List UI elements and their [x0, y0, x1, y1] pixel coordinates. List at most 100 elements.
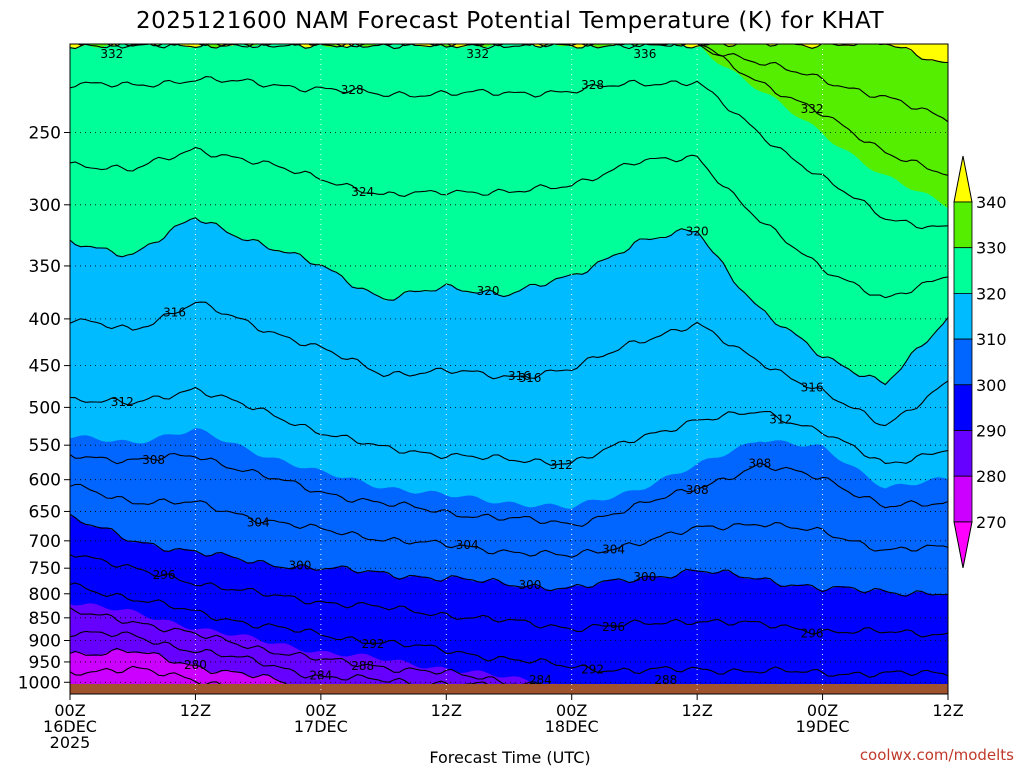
y-tick-label: 1000 — [18, 673, 61, 693]
y-tick-label: 650 — [29, 502, 61, 522]
colorbar-top-arrow — [953, 155, 973, 203]
contour-label: 308 — [142, 453, 165, 467]
contour-label: 308 — [686, 483, 709, 497]
colorbar-label: 280 — [976, 467, 1007, 486]
colorbar-label: 290 — [976, 422, 1007, 441]
contour-label: 320 — [477, 284, 500, 298]
colorbar-label: 310 — [976, 330, 1007, 349]
x-tick-label: 18DEC — [545, 717, 599, 736]
y-tick-label: 850 — [29, 609, 61, 629]
contour-label: 296 — [602, 620, 625, 634]
x-tick-label: 00Z — [807, 701, 838, 720]
color-fill-layer — [70, 44, 948, 694]
colorbar-swatch — [953, 430, 973, 477]
contour-label: 300 — [518, 578, 541, 592]
x-tick-label: 00Z — [305, 701, 336, 720]
contour-label: 316 — [508, 369, 531, 383]
plot-frame — [69, 43, 949, 695]
contour-label: 312 — [111, 395, 134, 409]
contour-label: 296 — [153, 568, 176, 582]
contour-292 — [70, 582, 948, 678]
grid-lines — [70, 44, 948, 694]
x-tick-label: 17DEC — [294, 717, 348, 736]
credit-link[interactable]: coolwx.com/modelts — [860, 746, 1014, 764]
y-tick-label: 550 — [29, 436, 61, 456]
contour-320 — [70, 217, 948, 386]
y-tick-label: 300 — [29, 196, 61, 216]
contour-label: 284 — [309, 669, 332, 683]
y-tick-label: 700 — [29, 532, 61, 552]
contour-label: 328 — [581, 78, 604, 92]
contour-label: 312 — [550, 458, 573, 472]
colorbar-swatch — [953, 475, 973, 523]
y-tick-label: 750 — [29, 559, 61, 579]
colorbar-label: 300 — [976, 376, 1007, 395]
contour-label: 288 — [654, 673, 677, 687]
y-tick-label: 600 — [29, 471, 61, 491]
contour-label: 320 — [686, 225, 709, 239]
band-above-330 — [70, 44, 948, 209]
contour-336 — [70, 44, 948, 123]
contour-328 — [70, 76, 948, 230]
colorbar-swatch — [953, 338, 973, 386]
contour-324 — [70, 146, 948, 299]
contour-label: 316 — [163, 306, 186, 320]
contour-332 — [76, 44, 948, 176]
contour-label: 332 — [466, 47, 489, 61]
y-tick-label: 950 — [29, 653, 61, 673]
contour-label: 328 — [341, 83, 364, 97]
colorbar: 340 330 320 310 300 290 280 270 — [953, 155, 1007, 568]
colorbar-swatch — [953, 384, 973, 431]
contour-label: 324 — [351, 185, 374, 199]
contour-308 — [70, 452, 948, 527]
colorbar-label: 340 — [976, 193, 1007, 212]
contour-label: 304 — [602, 542, 625, 556]
chart-title: 2025121600 NAM Forecast Potential Temper… — [136, 8, 885, 34]
x-tick-label: 12Z — [681, 701, 712, 720]
x-tick-label: 00Z — [54, 701, 85, 720]
contour-label: 308 — [748, 457, 771, 471]
band-above-320 — [70, 44, 948, 384]
contour-label: 316 — [801, 381, 824, 395]
x-tick-label: 2025 — [50, 733, 91, 752]
contour-label: 280 — [184, 658, 207, 672]
contour-label: 300 — [288, 559, 311, 573]
x-tick-label: 00Z — [556, 701, 587, 720]
x-tick-label: 16DEC — [43, 717, 97, 736]
y-tick-label: 500 — [29, 398, 61, 418]
y-tick-label: 250 — [29, 123, 61, 143]
colorbar-swatch — [953, 201, 973, 249]
colorbar-label: 330 — [976, 239, 1007, 258]
x-tick-label: 12Z — [932, 701, 963, 720]
contour-label: 312 — [769, 413, 792, 427]
contour-label: 332 — [801, 102, 824, 116]
contour-label: 336 — [633, 47, 656, 61]
x-tick-label: 12Z — [180, 701, 211, 720]
contour-304 — [70, 483, 948, 558]
contour-label: 296 — [801, 626, 824, 640]
contour-label: 288 — [351, 659, 374, 673]
contour-label: 292 — [581, 662, 604, 676]
y-tick-label: 900 — [29, 631, 61, 651]
colorbar-label: 320 — [976, 284, 1007, 303]
colorbar-bottom-arrow — [953, 521, 973, 568]
ground-terrain — [70, 684, 948, 694]
contour-296 — [70, 554, 948, 638]
contour-label: 284 — [529, 673, 552, 687]
contour-340 — [70, 44, 948, 64]
colorbar-label: 270 — [976, 513, 1007, 532]
y-tick-label: 400 — [29, 310, 61, 330]
colorbar-swatch — [953, 292, 973, 340]
contour-label: 316 — [518, 371, 541, 385]
y-tick-label: 350 — [29, 257, 61, 277]
x-tick-label: 19DEC — [796, 717, 850, 736]
contour-300 — [70, 513, 948, 597]
contour-312 — [70, 386, 948, 466]
contour-label: 304 — [456, 538, 479, 552]
contour-316 — [70, 301, 948, 427]
y-tick-label: 800 — [29, 585, 61, 605]
